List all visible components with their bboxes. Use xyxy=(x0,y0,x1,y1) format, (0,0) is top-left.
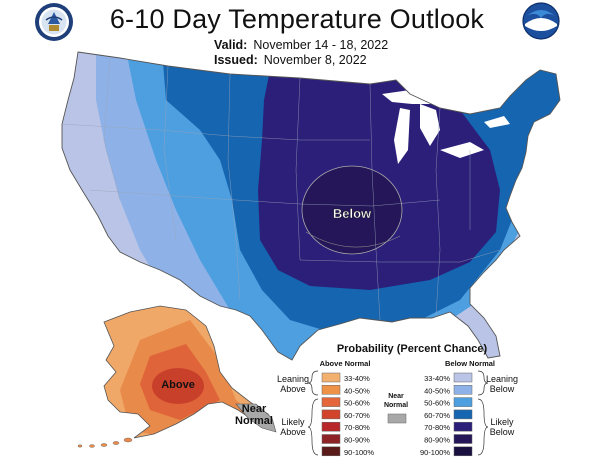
valid-dates: Valid: November 14 - 18, 2022 xyxy=(214,38,388,52)
below-label: Below xyxy=(333,206,372,221)
below-swatch xyxy=(453,409,473,420)
leaning-above-label-1: Leaning xyxy=(277,374,309,384)
below-swatch-label: 90-100% xyxy=(420,448,450,457)
leaning-above-label-2: Above xyxy=(280,384,306,394)
above-swatch xyxy=(321,397,341,407)
leaning-below-label-1: Leaning xyxy=(486,374,518,384)
above-swatch xyxy=(321,409,341,420)
legend-below-header: Below Normal xyxy=(445,359,495,368)
issued-value: November 8, 2022 xyxy=(263,53,367,67)
below-swatch xyxy=(453,421,473,432)
valid-label: Valid: xyxy=(214,38,248,52)
page-title: 6-10 Day Temperature Outlook xyxy=(109,4,485,34)
valid-value: November 14 - 18, 2022 xyxy=(253,38,389,52)
above-swatch xyxy=(321,434,341,444)
above-swatch-label: 70-80% xyxy=(344,423,370,432)
above-swatch-label: 80-90% xyxy=(344,436,370,445)
below-swatch xyxy=(453,434,473,444)
above-swatches: 33-40% 40-50% 50-60% 60-70% 70-80% 80-90% 90-1… xyxy=(321,372,374,457)
above-swatch-label: 33-40% xyxy=(344,374,370,383)
legend-title: Probability (Percent Chance) xyxy=(337,343,488,355)
issued-label: Issued: xyxy=(214,53,258,67)
below-swatch xyxy=(453,385,473,395)
below-swatch-label: 50-60% xyxy=(424,399,450,408)
above-swatch xyxy=(321,446,341,457)
issued-date: Issued: November 8, 2022 xyxy=(214,53,367,67)
below-swatch-label: 40-50% xyxy=(424,386,450,395)
leaning-below-label-2: Below xyxy=(490,384,515,394)
below-swatch-label: 70-80% xyxy=(424,423,450,432)
below-swatch-label: 80-90% xyxy=(424,436,450,445)
likely-below-label-1: Likely xyxy=(490,417,514,427)
above-swatch-label: 40-50% xyxy=(344,386,370,395)
legend-near-label-1: Near xyxy=(388,393,404,400)
above-swatch xyxy=(321,372,341,383)
below-swatches: 33-40% 40-50% 50-60% 60-70% 70-80% 80-90% 90-1… xyxy=(420,372,473,457)
noaa-logo-icon xyxy=(522,2,560,40)
likely-above-label-2: Above xyxy=(280,427,306,437)
above-swatch xyxy=(321,421,341,432)
below-swatch-label: 33-40% xyxy=(424,374,450,383)
above-swatch xyxy=(321,385,341,395)
below-swatch-label: 60-70% xyxy=(424,411,450,420)
above-label: Above xyxy=(161,379,195,391)
legend-above-header: Above Normal xyxy=(320,359,371,368)
likely-above-label-1: Likely xyxy=(281,417,305,427)
above-swatch-label: 60-70% xyxy=(344,411,370,420)
below-swatch xyxy=(453,446,473,457)
doc-seal-icon xyxy=(35,3,73,41)
near-normal-swatch xyxy=(387,413,407,424)
above-swatch-label: 90-100% xyxy=(344,448,374,457)
below-swatch xyxy=(453,372,473,383)
near-label-line2: Normal xyxy=(235,415,273,427)
below-swatch xyxy=(453,397,473,407)
above-swatch-label: 50-60% xyxy=(344,399,370,408)
near-label-line1: Near xyxy=(242,403,267,415)
legend-near-label-2: Normal xyxy=(384,402,408,409)
likely-below-label-2: Below xyxy=(490,427,515,437)
